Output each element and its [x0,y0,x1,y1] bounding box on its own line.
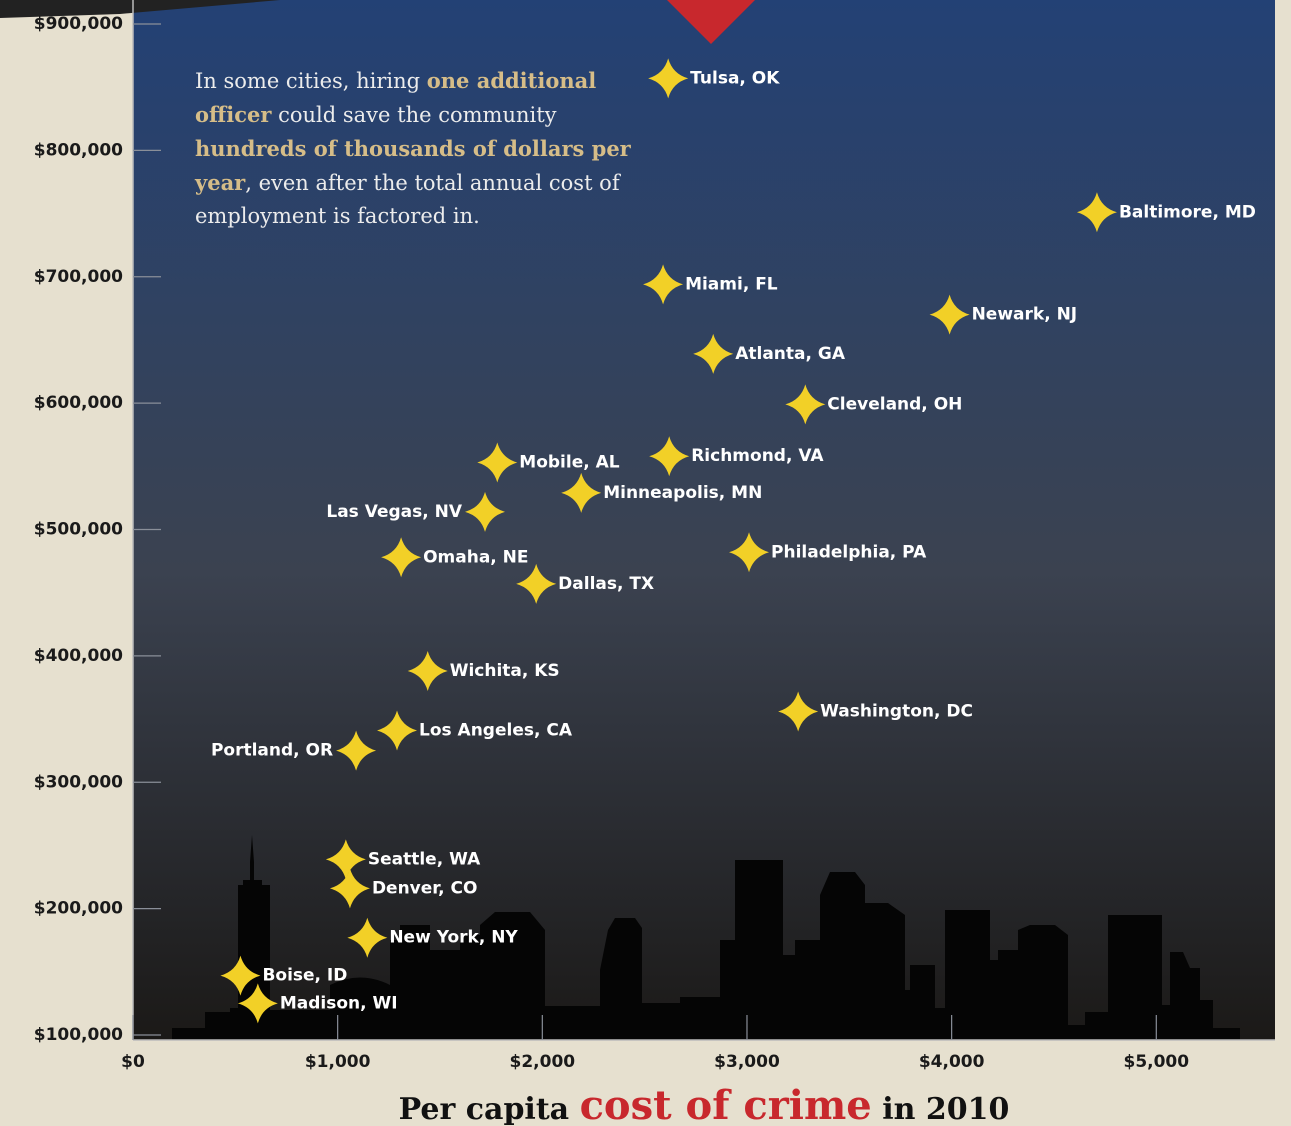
y-tick-label: $200,000 [34,899,123,919]
point [648,58,689,99]
x-tick-label: $1,000 [305,1052,371,1072]
y-tick-label: $500,000 [34,520,123,540]
point-label: Minneapolis, MN [603,483,762,503]
point-label: Las Vegas, NV [326,502,462,522]
point [477,442,518,483]
x-axis-title: Per capita cost of crime in 2010 [4,1082,1291,1126]
point [693,333,734,374]
point [778,691,819,732]
annotation-text: hundreds of thousands of dollars per yea… [195,136,631,195]
x-tick-label: $3,000 [714,1052,780,1072]
point-label: Atlanta, GA [735,344,846,364]
point [381,537,422,578]
point [325,839,366,880]
x-tick-label: $5,000 [1123,1052,1189,1072]
point-label: Los Angeles, CA [419,720,573,740]
point-label: Tulsa, OK [690,68,780,88]
marker-triangle [667,0,755,44]
point-label: Mobile, AL [519,453,619,473]
annotation-text: , even after the total annual cost of em… [195,171,620,228]
point [347,917,388,958]
y-tick-label: $300,000 [34,772,123,792]
point [465,491,506,532]
x-tick-label: $4,000 [919,1052,985,1072]
plot-background [133,0,1275,1040]
point-label: Cleveland, OH [827,394,962,414]
y-tick-label: $700,000 [34,267,123,287]
y-tick-label: $400,000 [34,646,123,666]
point-label: Denver, CO [372,878,478,898]
x-tick-label: $2,000 [510,1052,576,1072]
y-tick-label: $100,000 [34,1025,123,1045]
point [785,384,826,425]
point [336,730,377,771]
point-label: Omaha, NE [423,547,528,567]
skyline [172,835,1240,1040]
point-label: Washington, DC [820,701,973,721]
annotation-text: could save the community [271,103,557,127]
point [643,264,684,305]
point [649,436,690,477]
point-label: Philadelphia, PA [771,542,927,562]
x-axis-title-text: in 2010 [871,1092,1010,1126]
point-label: Seattle, WA [368,849,481,869]
point-label: Baltimore, MD [1119,202,1256,222]
annotation: In some cities, hiring one additional of… [195,64,665,233]
point [237,983,278,1024]
point [1076,192,1117,233]
point [329,868,370,909]
point-label: Boise, ID [262,966,347,986]
point [377,710,418,751]
corner-band [0,0,280,18]
point-label: Miami, FL [685,274,778,294]
point-label: Portland, OR [211,741,333,761]
point-label: Richmond, VA [691,446,824,466]
point-label: New York, NY [389,928,518,948]
point-label: Dallas, TX [558,574,654,594]
annotation-text: In some cities, hiring [195,69,427,93]
y-tick-label: $800,000 [34,140,123,160]
point-label: Newark, NJ [972,305,1078,325]
point [407,651,448,692]
annotation-text: one additional officer [195,68,597,127]
point [516,563,557,604]
point [561,472,602,513]
x-axis-title-text: cost of crime [579,1082,872,1126]
y-tick-label: $900,000 [34,14,123,34]
point [929,294,970,335]
point [729,532,770,573]
point [220,955,261,996]
x-tick-label: $0 [121,1052,145,1072]
x-axis-title-text: Per capita [398,1092,580,1126]
y-tick-label: $600,000 [34,393,123,413]
point-label: Wichita, KS [450,661,560,681]
point-label: Madison, WI [280,993,398,1013]
